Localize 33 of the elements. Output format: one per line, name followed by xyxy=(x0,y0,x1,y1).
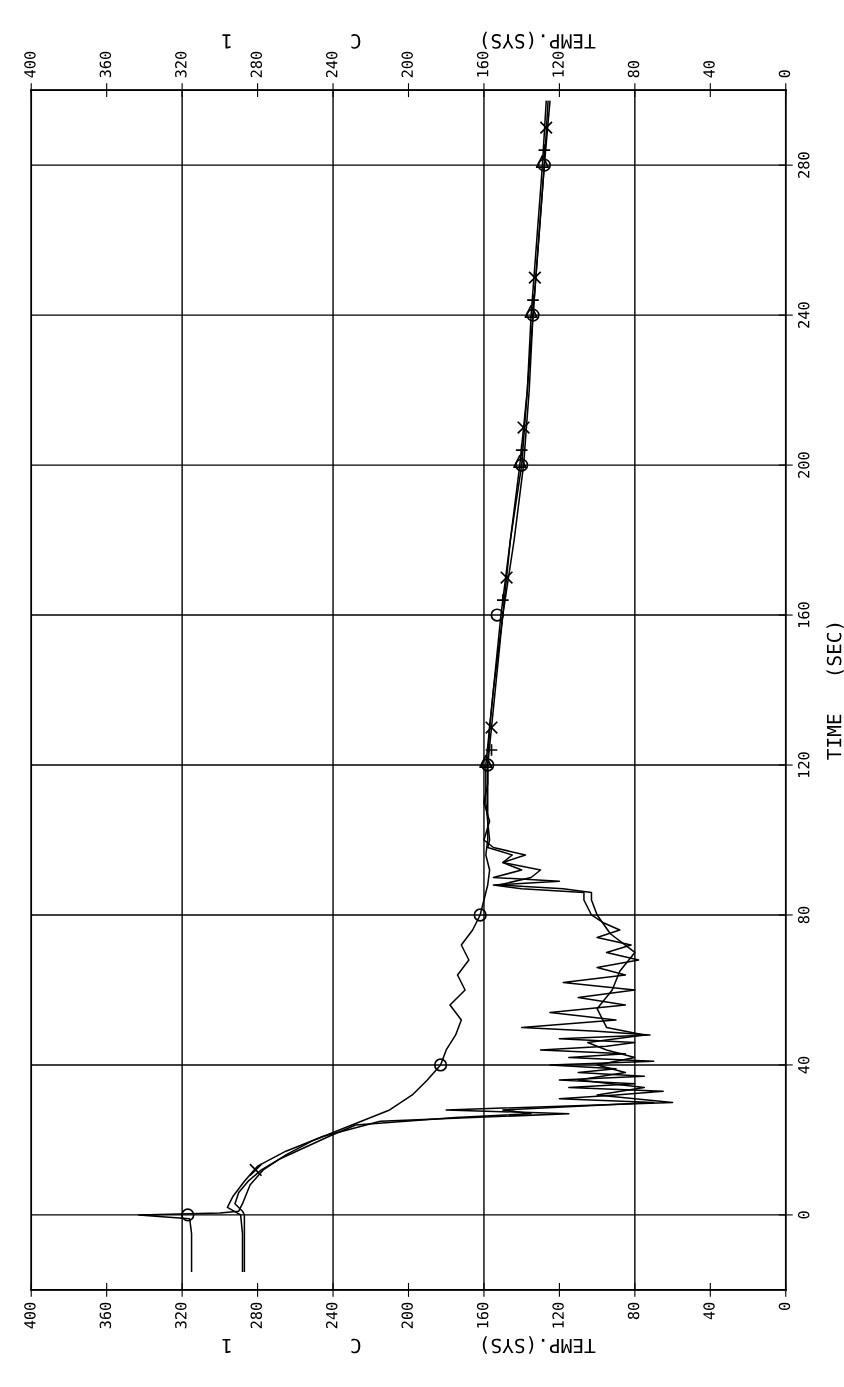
y-tick-label: 120 xyxy=(797,752,810,777)
y-tick-label: 160 xyxy=(797,602,810,628)
y-tick-label: 240 xyxy=(797,302,810,328)
x-tick-label: 320 xyxy=(175,51,187,78)
y-tick-label: 40 xyxy=(797,1056,810,1074)
x2-tick-label: 160 xyxy=(476,1302,489,1328)
x-tick-label: 80 xyxy=(627,60,640,78)
x-tick-label: 360 xyxy=(99,51,112,78)
y-tick-label: 80 xyxy=(797,906,810,924)
x2-tick-label: 40 xyxy=(703,1302,715,1320)
x-tick-label: 120 xyxy=(552,51,564,77)
x2-tick-label: 80 xyxy=(627,1302,640,1320)
x-tick-label: 280 xyxy=(250,51,263,78)
x-tick-label: 160 xyxy=(476,51,489,77)
x2-tick-label: 0 xyxy=(778,1302,791,1310)
x2-axis-title: TEMP.(SYS) C 1 xyxy=(222,31,596,50)
y-tick-label: 280 xyxy=(797,152,810,178)
x2-tick-label: 400 xyxy=(24,1302,36,1329)
y-tick-label: 0 xyxy=(797,1211,810,1219)
x-tick-label: 400 xyxy=(24,51,36,78)
x2-tick-label: 240 xyxy=(325,1302,338,1329)
x-tick-label: 200 xyxy=(401,51,413,78)
x2-tick-label: 320 xyxy=(175,1302,187,1329)
x-tick-label: 40 xyxy=(703,60,715,78)
x2-tick-label: 280 xyxy=(250,1302,263,1329)
x-axis-title: TEMP.(SYS) C 1 xyxy=(222,1336,596,1354)
x-tick-label: 240 xyxy=(325,51,338,78)
y-tick-label: 200 xyxy=(797,452,810,478)
x2-tick-label: 200 xyxy=(401,1302,413,1329)
x-tick-label: 0 xyxy=(778,70,791,78)
x2-tick-label: 120 xyxy=(552,1302,564,1328)
x2-tick-label: 360 xyxy=(99,1302,112,1329)
y-axis-title: TIME (SEC) xyxy=(826,623,844,760)
